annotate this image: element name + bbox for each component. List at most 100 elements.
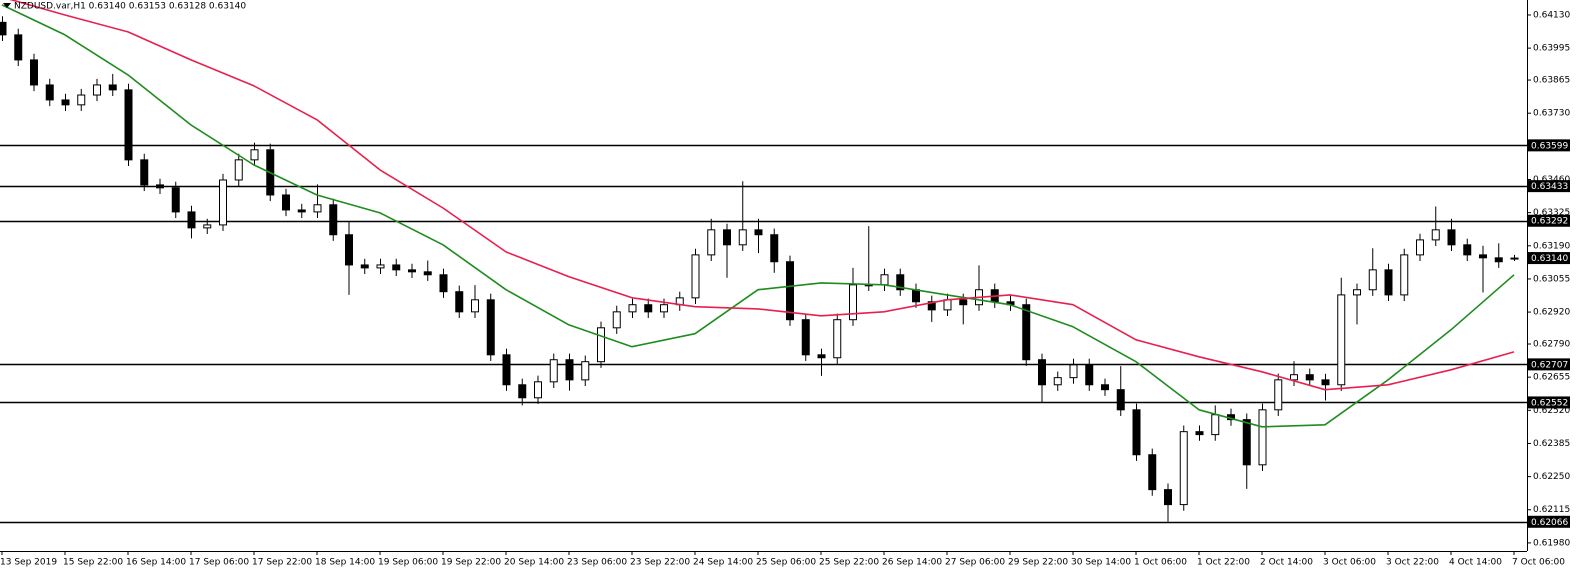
candle-body [1179,431,1188,506]
moving-average [1,4,1515,428]
candle-body [329,204,338,236]
x-tick-label: 20 Sep 14:00 [504,558,564,568]
candle-body [423,271,432,276]
candle-body [124,89,133,161]
x-tick-label: 18 Sep 14:00 [315,558,375,568]
candle-body [1101,384,1109,391]
candle-body [392,264,401,271]
x-tick-label: 27 Sep 06:00 [945,558,1005,568]
candle-body [171,187,180,213]
candle-body [833,319,842,359]
candle-body [1069,364,1078,379]
price-label: 0.63599 [1531,141,1568,151]
candle-body [1085,364,1094,386]
x-tick-label: 25 Sep 22:00 [819,558,879,568]
candle-body [1022,304,1031,361]
candle-body [644,304,653,313]
candle-body [108,84,117,91]
price-label: 0.63433 [1531,182,1568,192]
candle-body [738,229,747,246]
price-label-box [1528,180,1570,193]
x-tick-label: 1 Oct 22:00 [1197,558,1250,568]
moving-average [9,0,1515,391]
x-tick-label: 7 Oct 06:00 [1512,558,1565,568]
candle-body [1463,244,1472,256]
menu-triangle[interactable] [3,3,11,8]
price-label-box [1528,252,1570,265]
candle-body [896,274,905,291]
price-label: 0.62707 [1531,360,1568,370]
candle-body [61,99,70,106]
x-tick-label: 23 Sep 22:00 [630,558,690,568]
candle-body [1447,229,1456,246]
y-tick-label: 0.63055 [1533,274,1570,284]
candle-body [471,299,479,313]
y-tick-label: 0.62790 [1533,340,1570,350]
candle-body [801,319,810,356]
y-tick-label: 0.62920 [1533,308,1570,318]
candle-body [455,291,464,313]
y-tick-label: 0.63460 [1533,175,1570,185]
candle-body [219,179,227,226]
y-tick-label: 0.63865 [1533,76,1570,86]
candle-body [943,299,952,311]
y-tick-label: 0.62520 [1533,406,1570,416]
x-tick-label: 16 Sep 14:00 [126,558,186,568]
x-tick-label: 25 Sep 06:00 [756,558,816,568]
chart-title: NZDUSD.var,H1 0.63140 0.63153 0.63128 0.… [14,2,246,12]
candle-body [234,159,243,181]
candle-body [360,264,369,269]
candle-body [1368,269,1377,291]
x-tick-label: 30 Sep 14:00 [1071,558,1131,568]
candle-body [1038,359,1046,386]
candle-body [565,359,574,381]
candle-body [959,299,968,306]
candle-body [486,299,495,356]
candle-body [1274,379,1283,411]
candle-body [1479,254,1487,259]
price-label: 0.62552 [1531,398,1568,408]
candle-body [30,59,38,86]
candle-body [313,204,322,213]
x-tick-label: 29 Sep 22:00 [1008,558,1068,568]
y-tick-label: 0.62250 [1533,472,1570,482]
candle-body [707,229,716,256]
x-tick-label: 24 Sep 14:00 [693,558,753,568]
candle-body [770,234,779,263]
candle-body [1148,454,1157,491]
candle-body [1384,269,1393,296]
candle-body [880,274,889,286]
price-label-box [1528,396,1570,409]
candle-body [628,304,637,313]
y-tick-label: 0.63995 [1533,44,1570,54]
candle-body [1258,409,1267,466]
candle-body [250,149,259,161]
candle-body [518,384,527,399]
candle-body [156,184,164,189]
price-label: 0.62066 [1531,518,1568,528]
y-tick-label: 0.62655 [1533,373,1570,383]
x-tick-label: 26 Sep 14:00 [882,558,942,568]
plot-area [0,0,1527,524]
candle-body [817,354,826,359]
candle-body [140,159,149,186]
candle-body [502,354,511,386]
candle-body [1242,419,1251,466]
candle-body [723,229,731,246]
candle-body [612,311,621,329]
candle-body [1400,254,1409,296]
candle-body [1353,289,1361,296]
candle-body [1494,257,1503,263]
candle-body [786,261,794,321]
candle-body [1132,409,1141,456]
y-tick-label: 0.63325 [1533,208,1570,218]
candle-body [534,381,542,399]
candle-body [203,224,212,229]
candle-body [282,194,290,211]
price-label-box [1528,214,1570,227]
price-label-box [1528,358,1570,371]
candle-body [660,304,668,313]
candle-body [1337,294,1346,386]
candle-body [187,211,196,229]
